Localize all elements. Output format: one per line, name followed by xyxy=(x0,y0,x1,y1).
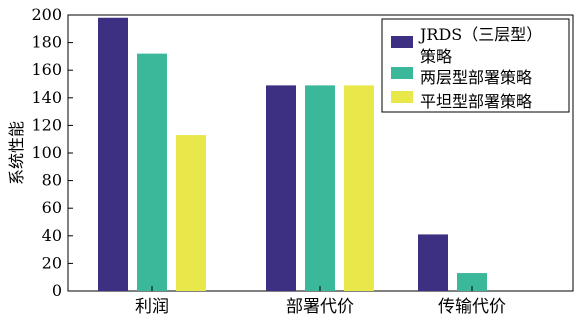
legend-swatch-1 xyxy=(391,36,413,48)
y-axis-title: 系统性能 xyxy=(7,121,26,185)
bar-series3-1 xyxy=(176,135,206,291)
y-tick-label: 60 xyxy=(42,198,62,217)
x-axis: 利润 部署代价 传输代价 xyxy=(135,286,506,317)
x-category-label: 传输代价 xyxy=(438,297,506,317)
y-tick-label: 0 xyxy=(52,281,62,300)
bars xyxy=(98,17,487,291)
y-tick-label: 160 xyxy=(31,60,62,79)
y-tick-label: 100 xyxy=(31,143,62,162)
bar-series2-1 xyxy=(137,53,167,291)
y-tick-label: 180 xyxy=(31,33,62,52)
legend-swatch-2 xyxy=(391,67,413,79)
y-tick-label: 80 xyxy=(42,171,62,190)
y-tick-label: 40 xyxy=(42,226,62,245)
legend-label-2: 两层型部署策略 xyxy=(420,68,532,87)
bar-series1-2 xyxy=(266,85,296,291)
bar-series1-1 xyxy=(98,17,128,291)
legend-box xyxy=(381,18,570,113)
legend-swatch-3 xyxy=(391,91,413,103)
legend-label-1: JRDS（三层型） xyxy=(418,25,542,44)
legend-label-1: 策略 xyxy=(420,47,452,66)
y-axis: 0 20 40 60 80 100 120 140 160 180 200 xyxy=(31,5,73,300)
y-tick-label: 120 xyxy=(31,115,62,134)
y-tick-label: 20 xyxy=(42,253,62,272)
x-category-label: 利润 xyxy=(135,297,169,317)
bar-series3-2 xyxy=(344,85,374,291)
y-tick-label: 200 xyxy=(31,5,62,24)
bar-series2-2 xyxy=(305,85,335,291)
x-category-label: 部署代价 xyxy=(286,297,354,317)
bar-series1-3 xyxy=(418,234,448,291)
legend-label-3: 平坦型部署策略 xyxy=(420,92,532,111)
y-tick-label: 140 xyxy=(31,88,62,107)
bar-series2-3 xyxy=(457,273,487,291)
